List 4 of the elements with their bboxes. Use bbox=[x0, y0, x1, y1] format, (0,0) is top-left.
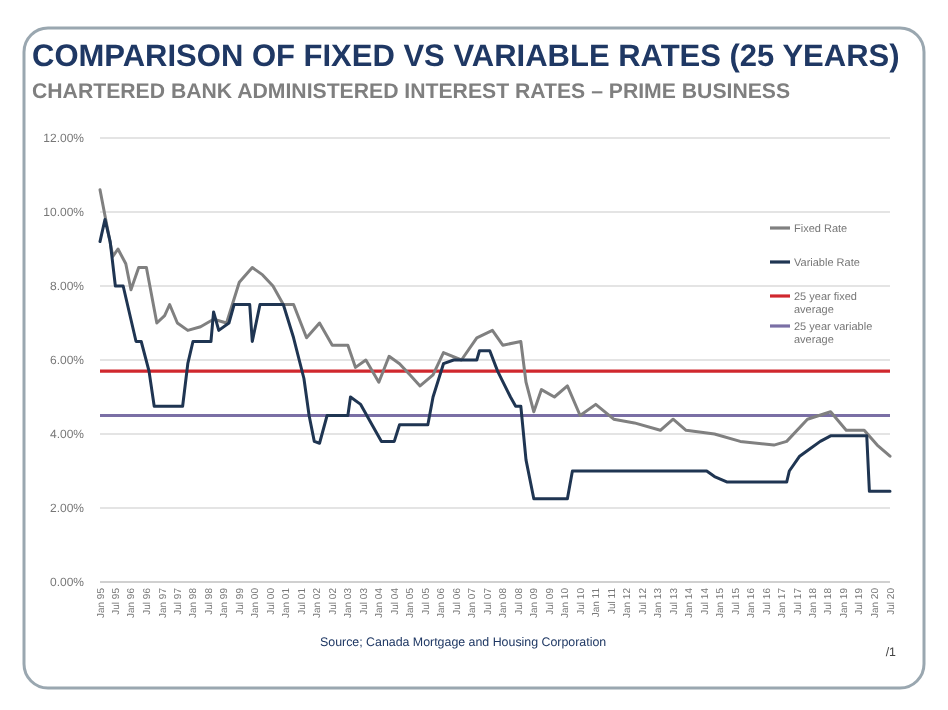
line-series bbox=[98, 217, 892, 501]
chart-title: COMPARISON OF FIXED VS VARIABLE RATES (25 YEARS) bbox=[32, 40, 900, 74]
chart-subtitle: CHARTERED BANK ADMINISTERED INTEREST RATES – PRIME BUSINESS bbox=[32, 80, 791, 104]
line-series bbox=[98, 188, 892, 458]
